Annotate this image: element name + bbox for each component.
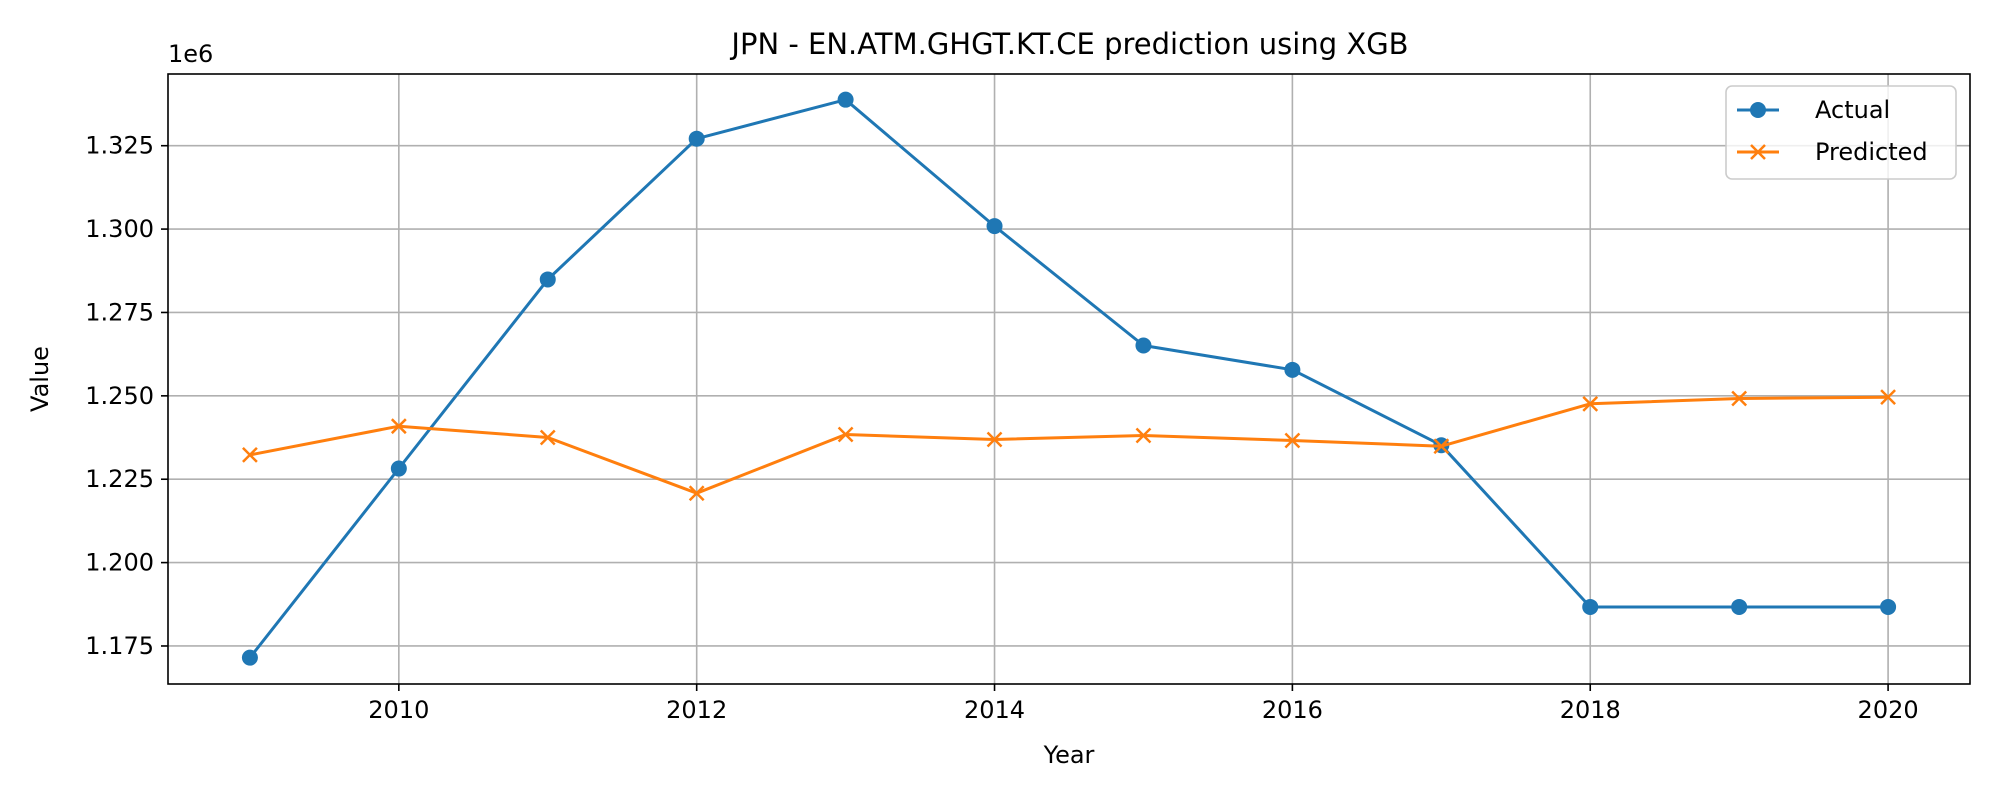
predicted-point	[390, 418, 407, 435]
y-axis: 1.175 1.200 1.225 1.250 1.275 1.300 1.325	[85, 132, 168, 660]
x-axis-label: Year	[1043, 741, 1095, 769]
grid	[168, 74, 1970, 684]
predicted-point	[986, 431, 1003, 448]
legend-actual-marker	[1750, 102, 1766, 118]
predicted-series-line	[249, 395, 1889, 495]
x-tick-label: 2012	[666, 696, 727, 724]
y-tick-label: 1.300	[85, 215, 154, 243]
y-tick-label: 1.250	[85, 382, 154, 410]
predicted-point	[1135, 427, 1152, 444]
y-tick-label: 1.325	[85, 132, 154, 160]
y-tick-label: 1.225	[85, 465, 154, 493]
legend-predicted-label: Predicted	[1815, 138, 1928, 166]
x-tick-label: 2014	[964, 696, 1025, 724]
legend-actual-label: Actual	[1815, 96, 1890, 124]
x-tick-label: 2018	[1560, 696, 1621, 724]
y-tick-label: 1.200	[85, 549, 154, 577]
actual-point	[837, 91, 854, 108]
predicted-point	[837, 426, 854, 443]
actual-point	[688, 130, 705, 147]
actual-point	[1582, 598, 1599, 615]
series-layer	[241, 91, 1897, 666]
predicted-point	[1731, 390, 1748, 407]
actual-point	[1731, 598, 1748, 615]
actual-point	[390, 460, 407, 477]
x-tick-label: 2020	[1858, 696, 1919, 724]
legend: Actual Predicted	[1725, 85, 1957, 180]
plot-frame	[167, 73, 1971, 685]
predicted-point	[242, 446, 258, 463]
y-tick-label: 1.175	[85, 632, 154, 660]
legend-predicted-marker	[1750, 144, 1766, 160]
actual-series-line	[248, 98, 1889, 659]
actual-point	[539, 271, 556, 288]
predicted-point	[1880, 389, 1896, 406]
x-tick-label: 2010	[368, 696, 429, 724]
predicted-point	[688, 485, 705, 502]
predicted-point	[539, 429, 556, 446]
predicted-point	[1433, 438, 1450, 455]
actual-point	[241, 649, 258, 666]
chart-title: JPN - EN.ATM.GHGT.KT.CE prediction using…	[729, 27, 1408, 61]
actual-point	[1284, 361, 1301, 378]
x-tick-label: 2016	[1262, 696, 1323, 724]
actual-point	[1135, 337, 1152, 354]
actual-point	[1880, 598, 1897, 615]
legend-box	[1725, 85, 1957, 180]
actual-point	[986, 218, 1003, 235]
predicted-point	[1582, 395, 1599, 412]
y-axis-label: Value	[26, 346, 54, 412]
x-axis: 2010 2012 2014 2016 2018 2020	[368, 684, 1919, 724]
y-offset-label: 1e6	[168, 40, 213, 68]
predicted-point	[1284, 432, 1301, 449]
y-tick-label: 1.275	[85, 298, 154, 326]
